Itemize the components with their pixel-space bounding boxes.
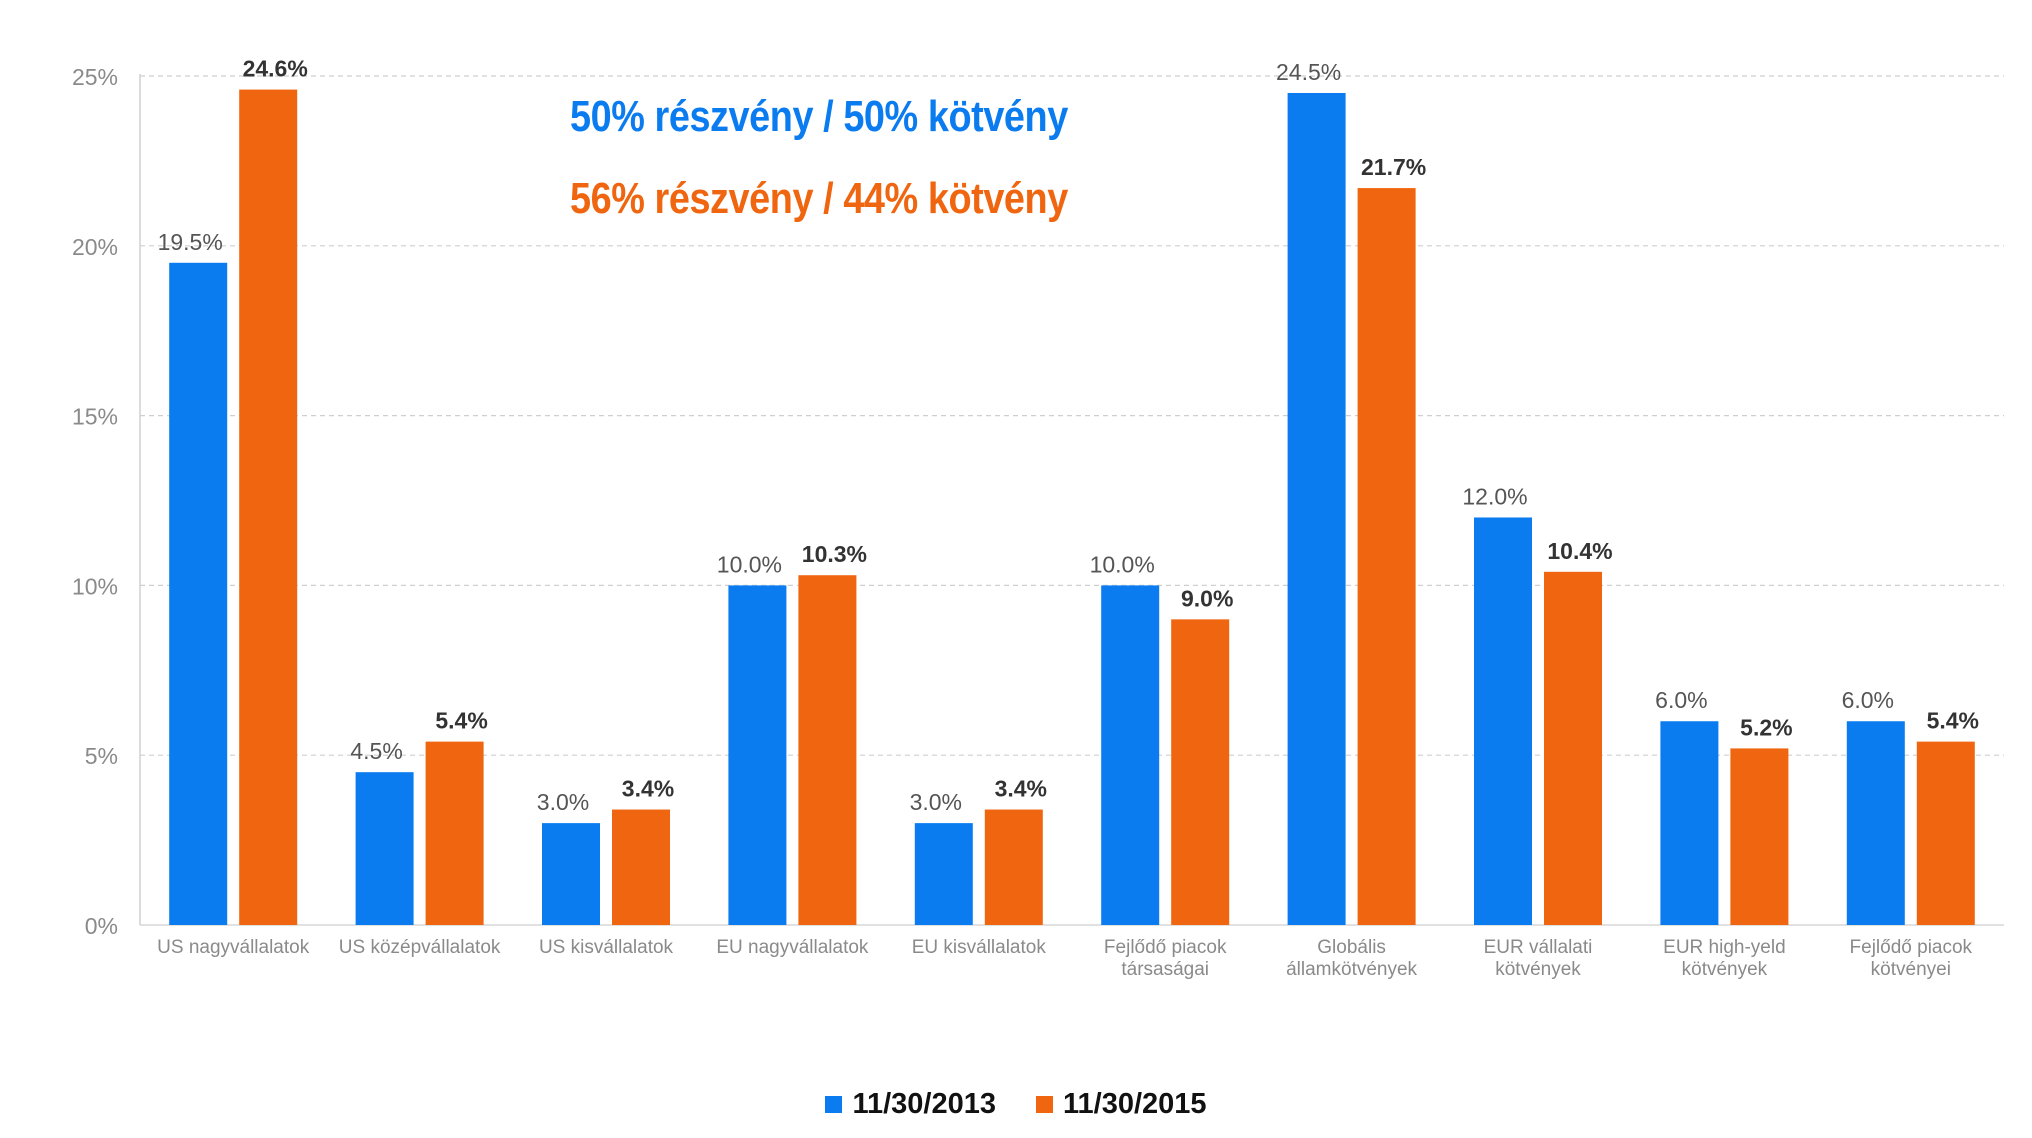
bar (1544, 571, 1602, 925)
bar (728, 585, 787, 925)
legend-swatch-2015 (1036, 1096, 1053, 1113)
bar (1916, 741, 1975, 925)
data-label: 19.5% (158, 229, 223, 255)
bar (239, 89, 298, 926)
bar (1730, 748, 1789, 925)
data-label: 3.0% (910, 789, 962, 815)
bar (1846, 721, 1905, 925)
x-tick-label: EUR vállalati (1484, 937, 1593, 958)
data-label: 10.4% (1547, 538, 1612, 564)
x-tick-label: társaságai (1121, 959, 1209, 980)
bar (1101, 585, 1160, 925)
y-tick-label: 25% (72, 64, 118, 90)
x-tick-label: EU nagyvállalatok (716, 937, 869, 958)
legend-item-2013: 11/30/2013 (825, 1088, 996, 1121)
y-tick-label: 0% (85, 913, 118, 939)
bar (1287, 92, 1346, 926)
bar (798, 575, 857, 925)
y-tick-label: 5% (85, 743, 118, 769)
y-tick-label: 20% (72, 234, 118, 260)
data-label: 9.0% (1181, 585, 1233, 611)
x-tick-label: Fejlődő piacok (1104, 937, 1227, 958)
x-tick-label: EU kisvállalatok (912, 937, 1047, 958)
bar (1660, 721, 1719, 925)
x-tick-label: kötvények (1682, 959, 1768, 980)
data-label: 24.6% (243, 56, 308, 82)
bar (984, 809, 1043, 925)
x-tick-label: EUR high-yeld (1663, 937, 1786, 958)
bar (1171, 619, 1230, 925)
x-tick-label: Globális (1317, 937, 1386, 958)
data-label: 4.5% (350, 738, 402, 764)
legend-label-2015: 11/30/2015 (1063, 1088, 1207, 1120)
data-label: 6.0% (1842, 687, 1894, 713)
bar (355, 772, 414, 925)
data-label: 3.0% (537, 789, 589, 815)
data-label: 5.4% (435, 708, 487, 734)
data-label: 5.4% (1927, 708, 1979, 734)
data-label: 6.0% (1655, 687, 1707, 713)
data-label: 3.4% (622, 776, 674, 802)
data-label: 10.0% (717, 551, 782, 577)
data-label: 10.3% (802, 541, 867, 567)
x-tick-label: US nagyvállalatok (157, 937, 310, 958)
x-tick-label: államkötvények (1286, 959, 1417, 980)
x-tick-label: US kisvállalatok (539, 937, 674, 958)
bar (612, 809, 670, 925)
x-tick-label: kötvényei (1871, 959, 1951, 980)
data-label: 3.4% (995, 776, 1047, 802)
x-tick-label: US középvállalatok (339, 937, 501, 958)
data-label: 24.5% (1276, 59, 1341, 85)
bar (1474, 517, 1532, 925)
x-tick-label: kötvények (1495, 959, 1581, 980)
data-label: 5.2% (1740, 714, 1792, 740)
bar (1357, 188, 1416, 925)
bar (542, 823, 600, 925)
data-label: 21.7% (1361, 154, 1426, 180)
legend-label-2013: 11/30/2013 (852, 1088, 996, 1120)
legend: 11/30/2013 11/30/2015 (0, 1088, 2032, 1121)
x-tick-label: Fejlődő piacok (1850, 937, 1973, 958)
y-tick-label: 15% (72, 404, 118, 430)
legend-item-2015: 11/30/2015 (1036, 1088, 1207, 1121)
legend-swatch-2013 (825, 1096, 843, 1113)
bar (169, 262, 228, 925)
annotation-50-50: 50% részvény / 50% kötvény (570, 92, 1068, 141)
y-tick-label: 10% (72, 573, 118, 599)
bar (914, 823, 973, 925)
bar (425, 741, 484, 925)
data-label: 10.0% (1090, 551, 1155, 577)
annotation-56-44: 56% részvény / 44% kötvény (570, 174, 1068, 223)
data-label: 12.0% (1462, 483, 1527, 509)
